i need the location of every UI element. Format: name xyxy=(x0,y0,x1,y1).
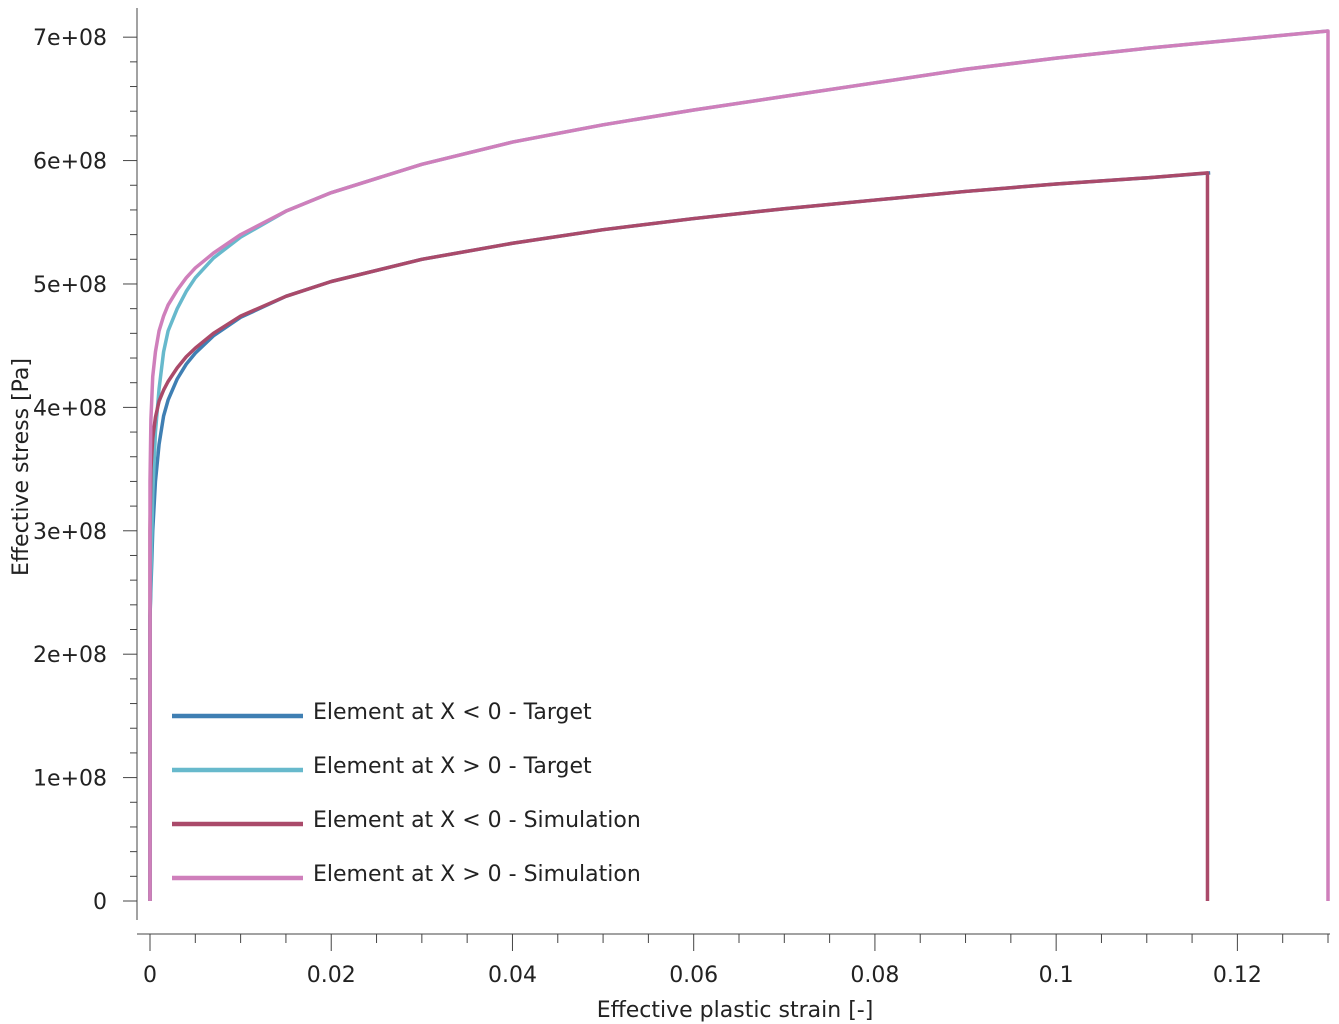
y-tick-label: 5e+08 xyxy=(33,273,107,298)
series-line-1 xyxy=(148,171,1211,901)
series-layer xyxy=(148,29,1330,901)
x-tick-label: 0.1 xyxy=(1039,963,1074,988)
y-tick-label: 0 xyxy=(93,890,107,915)
axes: 0 1e+08 2e+08 3e+08 4e+08 5e+08 6e+08 7e+08 0 0.0… xyxy=(33,8,1330,988)
y-tick-label: 6e+08 xyxy=(33,150,107,175)
x-tick-label: 0.02 xyxy=(307,963,356,988)
legend-label-1: Element at X < 0 - Target xyxy=(313,700,592,725)
x-tick-label: 0.08 xyxy=(850,963,899,988)
x-axis-title: Effective plastic strain [-] xyxy=(597,998,874,1023)
series-line-4 xyxy=(148,29,1330,901)
legend-label-2: Element at X > 0 - Target xyxy=(313,754,592,779)
y-tick-label: 2e+08 xyxy=(33,643,107,668)
y-tick-label: 7e+08 xyxy=(33,26,107,51)
y-tick-label: 3e+08 xyxy=(33,520,107,545)
legend: Element at X < 0 - Target Element at X > … xyxy=(172,700,641,887)
y-axis-title: Effective stress [Pa] xyxy=(9,358,34,576)
legend-label-4: Element at X > 0 - Simulation xyxy=(313,862,641,887)
x-tick-label: 0.12 xyxy=(1213,963,1262,988)
x-tick-label: 0 xyxy=(143,963,157,988)
legend-label-3: Element at X < 0 - Simulation xyxy=(313,808,641,833)
x-tick-label: 0.04 xyxy=(488,963,537,988)
series-line-3 xyxy=(148,171,1210,901)
y-tick-label: 1e+08 xyxy=(33,767,107,792)
x-tick-label: 0.06 xyxy=(669,963,718,988)
y-tick-label: 4e+08 xyxy=(33,396,107,421)
